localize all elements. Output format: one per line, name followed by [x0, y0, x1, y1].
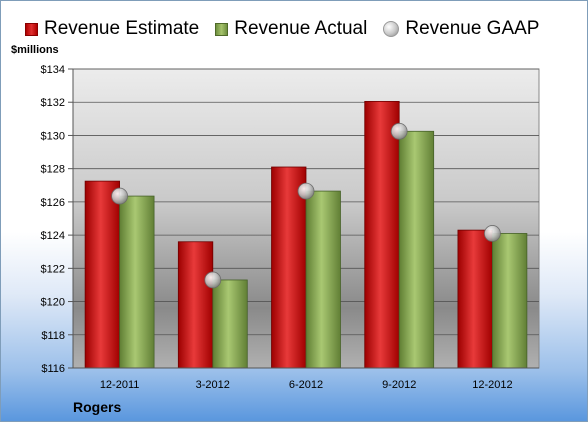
bar-revenue-actual	[119, 195, 155, 369]
y-axis-unit-label: $millions	[11, 44, 59, 56]
company-name: Rogers	[73, 399, 122, 415]
marker-revenue-gaap	[483, 225, 501, 242]
marker-revenue-gaap	[204, 271, 222, 289]
legend: Revenue Estimate Revenue Actual Revenue …	[25, 17, 555, 41]
y-tick-label: $122	[41, 263, 65, 275]
marker-revenue-gaap	[390, 122, 408, 140]
bar-revenue-estimate	[457, 229, 493, 369]
legend-swatch-actual	[215, 22, 229, 36]
bar-revenue-estimate	[364, 100, 400, 369]
y-tick-label: $124	[41, 230, 65, 242]
x-tick-label: 12-2011	[100, 379, 140, 391]
bar-revenue-estimate	[271, 166, 307, 369]
y-tick-label: $130	[41, 130, 65, 142]
y-tick-label: $116	[41, 363, 65, 375]
legend-label-actual: Revenue Actual	[234, 18, 368, 39]
y-tick-label: $132	[41, 97, 65, 109]
legend-label-estimate: Revenue Estimate	[44, 18, 200, 39]
x-tick-label: 6-2012	[289, 379, 323, 391]
bar-revenue-estimate	[177, 241, 214, 369]
y-tick-label: $118	[41, 330, 65, 342]
y-tick-label: $120	[41, 297, 65, 309]
x-tick-label: 9-2012	[382, 379, 416, 391]
legend-label-gaap: Revenue GAAP	[405, 18, 540, 39]
bar-revenue-actual	[212, 279, 248, 369]
y-tick-label: $128	[41, 164, 65, 176]
legend-item-estimate: Revenue Estimate	[25, 18, 199, 40]
legend-swatch-estimate	[25, 22, 38, 36]
bar-revenue-estimate	[84, 180, 120, 369]
x-tick-label: 3-2012	[196, 379, 230, 391]
bar-revenue-actual	[398, 130, 435, 369]
legend-swatch-gaap	[383, 21, 400, 37]
y-tick-label: $134	[41, 64, 65, 76]
legend-item-gaap: Revenue GAAP	[383, 18, 539, 40]
x-tick-label: 12-2012	[472, 379, 512, 391]
legend-item-actual: Revenue Actual	[215, 18, 367, 40]
y-tick-label: $126	[41, 197, 65, 209]
marker-revenue-gaap	[111, 187, 128, 205]
marker-revenue-gaap	[297, 182, 315, 200]
bar-revenue-actual	[305, 190, 341, 369]
bar-revenue-actual	[491, 233, 528, 369]
